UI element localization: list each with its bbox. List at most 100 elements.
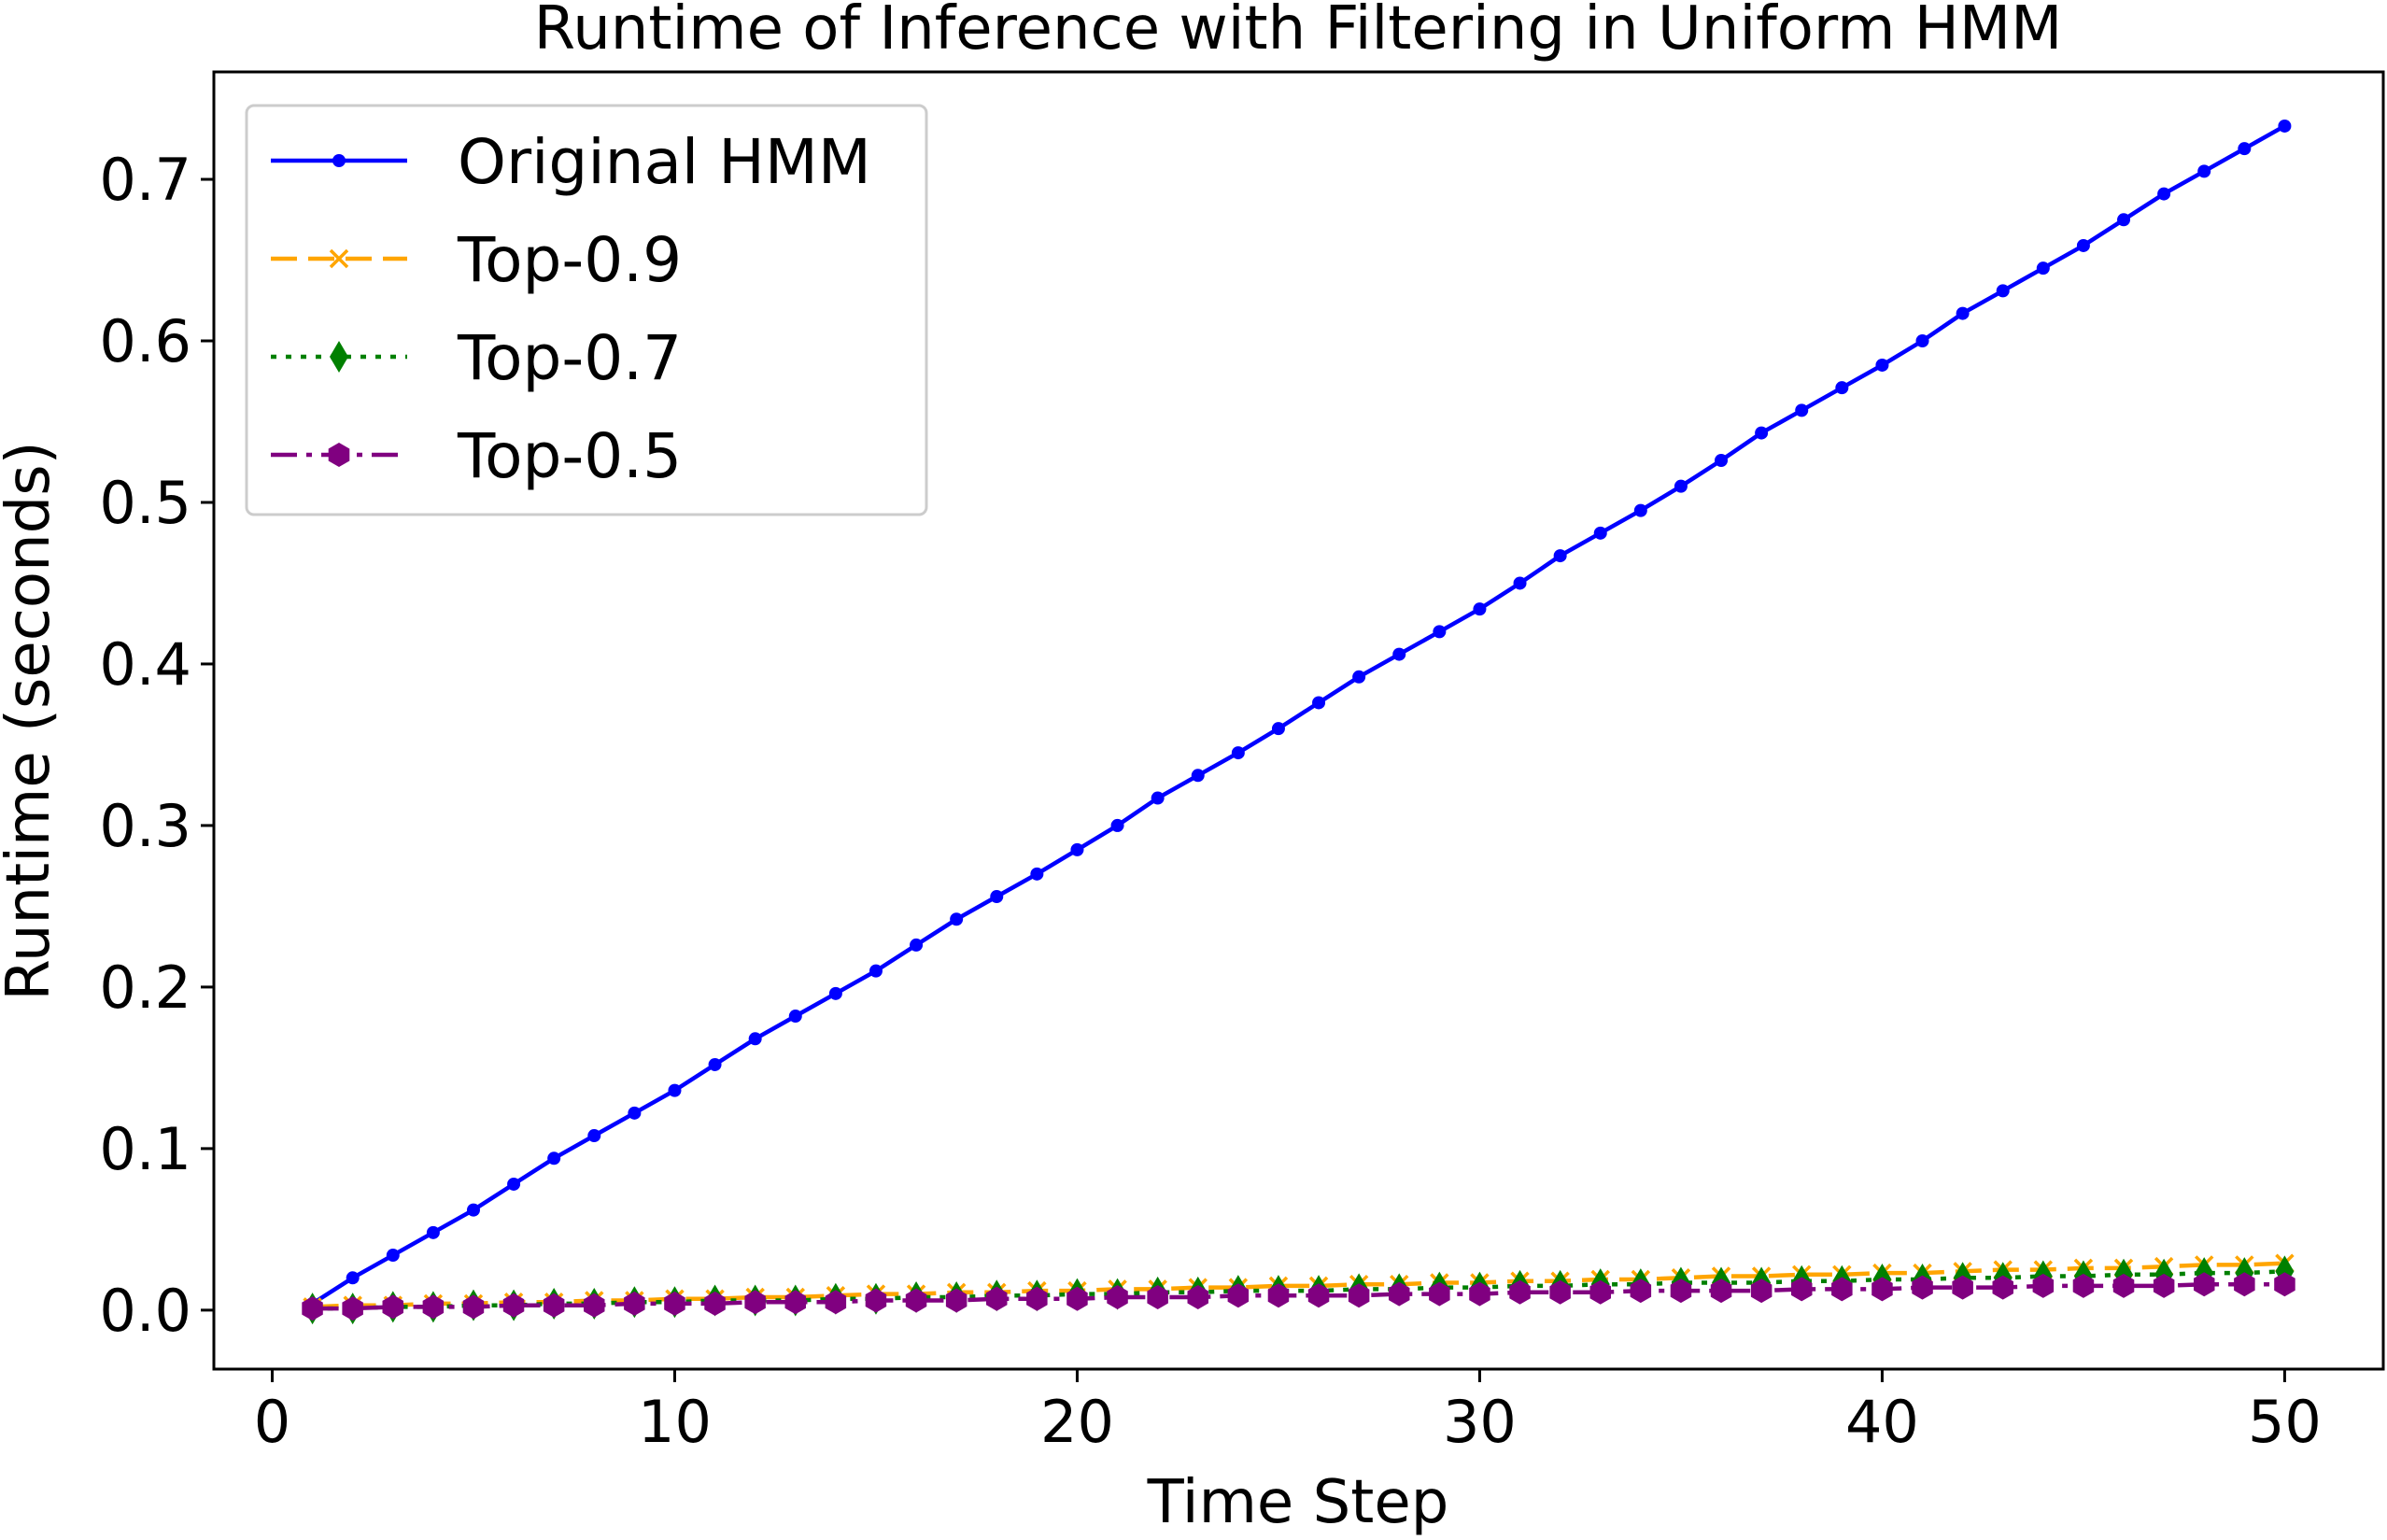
data-point: [1715, 454, 1729, 468]
data-point: [869, 964, 883, 978]
legend-marker: [328, 443, 350, 467]
data-point: [587, 1129, 601, 1143]
legend-item: Original HMM: [271, 126, 871, 198]
data-point: [1110, 818, 1124, 832]
data-point: [1996, 284, 2010, 298]
y-tick-label: 0.0: [99, 1277, 191, 1345]
data-point: [828, 986, 842, 1000]
legend-label: Top-0.7: [457, 322, 682, 394]
plot-area: 0 10 20 30 40 50 0.0 0.1 0.2 0.3 0.4 0.5 0.6 0.7: [99, 70, 2385, 1456]
data-point: [1509, 1279, 1531, 1305]
x-tick-label: 0: [254, 1388, 290, 1456]
data-point: [1755, 426, 1769, 440]
data-point: [1513, 576, 1527, 590]
x-axis-title: Time Step: [1147, 1468, 1449, 1537]
data-point: [422, 1294, 445, 1320]
series-line: [311, 123, 2286, 1306]
data-point: [1992, 1275, 2013, 1300]
data-point: [950, 912, 964, 926]
data-point: [1473, 602, 1487, 616]
data-point: [1915, 334, 1929, 348]
data-point: [1389, 1281, 1410, 1307]
data-point: [1831, 1277, 1853, 1302]
legend: Original HMM Top-0.9 Top-0.7 Top-0.5: [245, 104, 928, 516]
data-point: [910, 938, 924, 952]
data-point: [1267, 1283, 1290, 1308]
y-tick-label: 0.7: [99, 146, 191, 214]
data-point: [1147, 1285, 1168, 1309]
legend-marker: [332, 154, 346, 167]
series-top-0-5: [302, 1272, 2295, 1321]
data-point: [466, 1203, 480, 1217]
y-axis-title: Runtime (seconds): [0, 441, 64, 1000]
data-point: [664, 1291, 685, 1316]
data-point: [1433, 625, 1447, 639]
data-point: [2153, 1273, 2175, 1298]
data-point: [1795, 403, 1809, 417]
data-point: [708, 1057, 722, 1071]
data-point: [302, 1296, 323, 1321]
data-point: [547, 1151, 561, 1166]
data-point: [1835, 381, 1849, 395]
data-point: [1231, 746, 1245, 760]
data-point: [1791, 1277, 1813, 1302]
data-point: [2274, 1272, 2295, 1297]
data-point: [1070, 842, 1084, 856]
data-point: [1670, 1279, 1692, 1304]
data-point: [507, 1177, 521, 1191]
data-point: [1151, 791, 1165, 805]
data-point: [2234, 1272, 2255, 1297]
data-point: [1026, 1286, 1048, 1311]
data-point: [1271, 722, 1285, 736]
data-point: [1429, 1281, 1450, 1307]
data-point: [1710, 1279, 1732, 1304]
data-point: [825, 1290, 847, 1315]
series-line: [312, 1261, 2285, 1309]
data-point: [1952, 1275, 1973, 1300]
legend-item: Top-0.5: [271, 420, 682, 492]
y-tick-label: 0.3: [99, 792, 191, 860]
data-point: [1469, 1281, 1490, 1307]
data-point: [342, 1296, 363, 1321]
data-point: [2072, 1273, 2095, 1298]
data-point: [2112, 1273, 2135, 1298]
data-point: [986, 1286, 1008, 1311]
legend-label: Original HMM: [458, 126, 871, 198]
legend-box: [245, 104, 928, 516]
data-point: [1633, 503, 1647, 517]
x-tick-label: 20: [1040, 1388, 1114, 1456]
data-point: [905, 1288, 927, 1313]
legend-label: Top-0.5: [457, 420, 682, 492]
plot-frame: [212, 70, 2385, 1371]
data-point: [1030, 867, 1044, 881]
y-tick-label: 0.2: [99, 954, 191, 1022]
data-point: [628, 1106, 642, 1120]
data-point: [1630, 1279, 1652, 1304]
data-point: [1549, 1279, 1571, 1305]
y-tick-label: 0.4: [99, 630, 191, 699]
legend-item: Top-0.7: [271, 322, 682, 394]
data-point: [1191, 769, 1205, 783]
series-original-hmm: [305, 119, 2292, 1310]
data-point: [1589, 1279, 1611, 1305]
data-point: [1871, 1277, 1893, 1302]
data-point: [945, 1288, 968, 1313]
data-point: [2157, 187, 2171, 201]
data-point: [1307, 1283, 1330, 1308]
data-point: [346, 1271, 360, 1285]
data-point: [2194, 1272, 2215, 1297]
data-point: [2238, 142, 2252, 156]
data-point: [1352, 670, 1366, 684]
data-point: [1107, 1285, 1128, 1309]
data-point: [624, 1291, 645, 1316]
data-point: [668, 1083, 682, 1097]
data-point: [1392, 647, 1406, 661]
x-tick-label: 30: [1443, 1388, 1517, 1456]
legend-marker: [330, 341, 348, 373]
data-point: [426, 1225, 440, 1239]
data-point: [1875, 358, 1889, 372]
data-point: [2032, 1273, 2055, 1298]
data-point: [744, 1290, 766, 1315]
data-point: [1674, 479, 1688, 493]
data-point: [990, 890, 1004, 904]
